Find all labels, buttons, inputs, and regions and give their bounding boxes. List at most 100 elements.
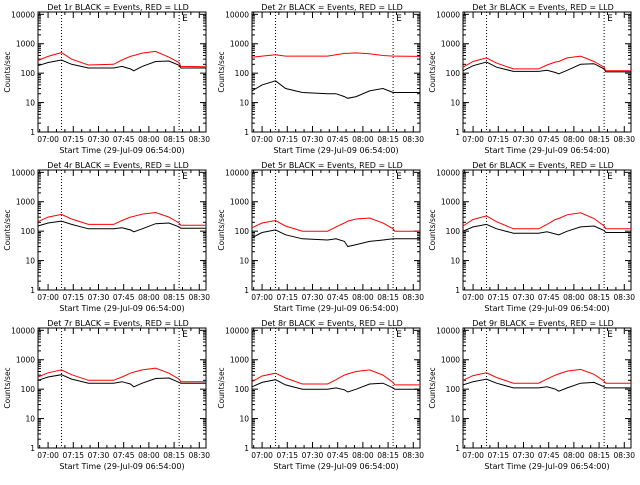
y-tick-label: 1000 (441, 356, 460, 365)
plot-frame (37, 327, 207, 449)
plot-panel-4: Det 4r BLACK = Events, RED = LLD 1 10 100 10… (3, 161, 210, 313)
plot-title: Det 6r BLACK = Events, RED = LLD (472, 161, 614, 170)
x-tick-label: 07:30 (513, 135, 535, 144)
y-tick-label: 100 (21, 227, 36, 236)
events-series-line (251, 229, 420, 248)
x-axis-label: Start Time (29-Jul-09 06:54:00) (273, 146, 398, 155)
y-tick-label: 10000 (11, 10, 35, 19)
plot-panel-6: Det 6r BLACK = Events, RED = LLD 1 10 100 10… (428, 161, 635, 313)
x-tick-label: 08:00 (138, 135, 160, 144)
y-tick-label: 10 (450, 257, 460, 266)
y-tick-label: 1 (455, 286, 460, 295)
events-series-line (462, 378, 631, 392)
lld-series-line (251, 217, 420, 232)
y-tick-label: 100 (446, 385, 461, 394)
x-tick-label: 07:00 (251, 293, 273, 302)
x-tick-label: 08:00 (563, 135, 585, 144)
plot-panel-7: Det 7r BLACK = Events, RED = LLD 1 10 100 10… (3, 319, 210, 471)
x-tick-label: 07:15 (276, 451, 298, 460)
marker-flag: E (182, 330, 188, 340)
y-tick-label: 10000 (225, 168, 249, 177)
x-tick-label: 08:15 (377, 135, 399, 144)
marker-flag: E (396, 14, 402, 24)
plot-title: Det 1r BLACK = Events, RED = LLD (47, 3, 189, 12)
x-tick-label: 07:15 (62, 451, 84, 460)
y-tick-label: 100 (21, 385, 36, 394)
marker-flag: E (182, 14, 188, 24)
x-tick-label: 07:00 (462, 451, 484, 460)
events-series-line (37, 220, 206, 233)
events-series-line (37, 59, 206, 72)
lld-series-line (37, 367, 206, 383)
lld-series-line (251, 52, 421, 58)
x-tick-label: 07:30 (302, 451, 324, 460)
x-tick-label: 08:00 (352, 135, 374, 144)
y-tick-label: 1000 (16, 40, 35, 49)
marker-flag: E (607, 14, 613, 24)
x-tick-label: 08:30 (613, 135, 635, 144)
y-tick-label: 10000 (436, 168, 460, 177)
x-tick-label: 07:15 (62, 135, 84, 144)
x-tick-label: 08:00 (138, 451, 160, 460)
lld-series-line (37, 211, 206, 226)
y-tick-label: 100 (446, 69, 461, 78)
y-tick-label: 1 (30, 128, 35, 137)
y-tick-label: 1 (455, 444, 460, 453)
events-series-line (251, 379, 420, 393)
x-tick-label: 08:30 (613, 293, 635, 302)
x-tick-label: 07:15 (487, 451, 509, 460)
marker-flag: E (607, 330, 613, 340)
lld-series-line (462, 212, 631, 230)
x-axis-label: Start Time (29-Jul-09 06:54:00) (273, 462, 398, 471)
y-tick-label: 10 (239, 99, 249, 108)
y-tick-label: 10 (450, 415, 460, 424)
x-tick-label: 08:15 (588, 451, 610, 460)
y-tick-label: 10000 (225, 326, 249, 335)
plot-title: Det 7r BLACK = Events, RED = LLD (47, 319, 189, 328)
x-tick-label: 08:30 (613, 451, 635, 460)
x-tick-label: 08:30 (402, 451, 424, 460)
x-tick-label: 08:00 (563, 293, 585, 302)
x-tick-label: 08:15 (588, 135, 610, 144)
x-tick-label: 08:00 (138, 293, 160, 302)
marker-flag: E (396, 330, 402, 340)
y-tick-label: 1000 (16, 356, 35, 365)
y-tick-label: 1 (244, 444, 249, 453)
y-tick-label: 1000 (230, 40, 249, 49)
plot-title: Det 4r BLACK = Events, RED = LLD (47, 161, 189, 170)
lld-series-line (462, 368, 631, 384)
y-tick-label: 1 (30, 444, 35, 453)
x-tick-label: 07:15 (62, 293, 84, 302)
x-tick-label: 08:15 (163, 451, 185, 460)
plot-title: Det 9r BLACK = Events, RED = LLD (472, 319, 614, 328)
plot-frame (462, 169, 632, 291)
y-axis-label: Counts/sec (217, 209, 226, 250)
x-tick-label: 07:00 (37, 293, 59, 302)
plot-title: Det 3r BLACK = Events, RED = LLD (472, 3, 614, 12)
x-axis-label: Start Time (29-Jul-09 06:54:00) (273, 304, 398, 313)
x-tick-label: 08:15 (377, 293, 399, 302)
y-tick-label: 10 (25, 99, 35, 108)
y-axis-label: Counts/sec (428, 209, 437, 250)
x-tick-label: 07:45 (113, 293, 135, 302)
x-tick-label: 08:15 (163, 135, 185, 144)
x-tick-label: 07:30 (88, 293, 110, 302)
y-tick-label: 10 (239, 257, 249, 266)
x-tick-label: 07:30 (513, 451, 535, 460)
x-tick-label: 07:15 (487, 135, 509, 144)
plot-panel-8: Det 8r BLACK = Events, RED = LLD 1 10 100 10… (217, 319, 424, 471)
x-tick-label: 08:30 (402, 293, 424, 302)
x-tick-label: 08:30 (188, 451, 210, 460)
events-series-line (462, 223, 631, 236)
plot-panel-2: Det 2r BLACK = Events, RED = LLD 1 10 100 10… (217, 3, 424, 155)
y-tick-label: 10000 (436, 326, 460, 335)
lld-series-line (37, 50, 207, 68)
y-tick-label: 10000 (11, 168, 35, 177)
x-tick-label: 07:45 (327, 135, 349, 144)
x-tick-label: 07:30 (513, 293, 535, 302)
x-axis-label: Start Time (29-Jul-09 06:54:00) (59, 146, 184, 155)
x-tick-label: 07:45 (538, 293, 560, 302)
y-axis-label: Counts/sec (428, 367, 437, 408)
x-tick-label: 08:15 (377, 451, 399, 460)
x-tick-label: 07:00 (37, 135, 59, 144)
